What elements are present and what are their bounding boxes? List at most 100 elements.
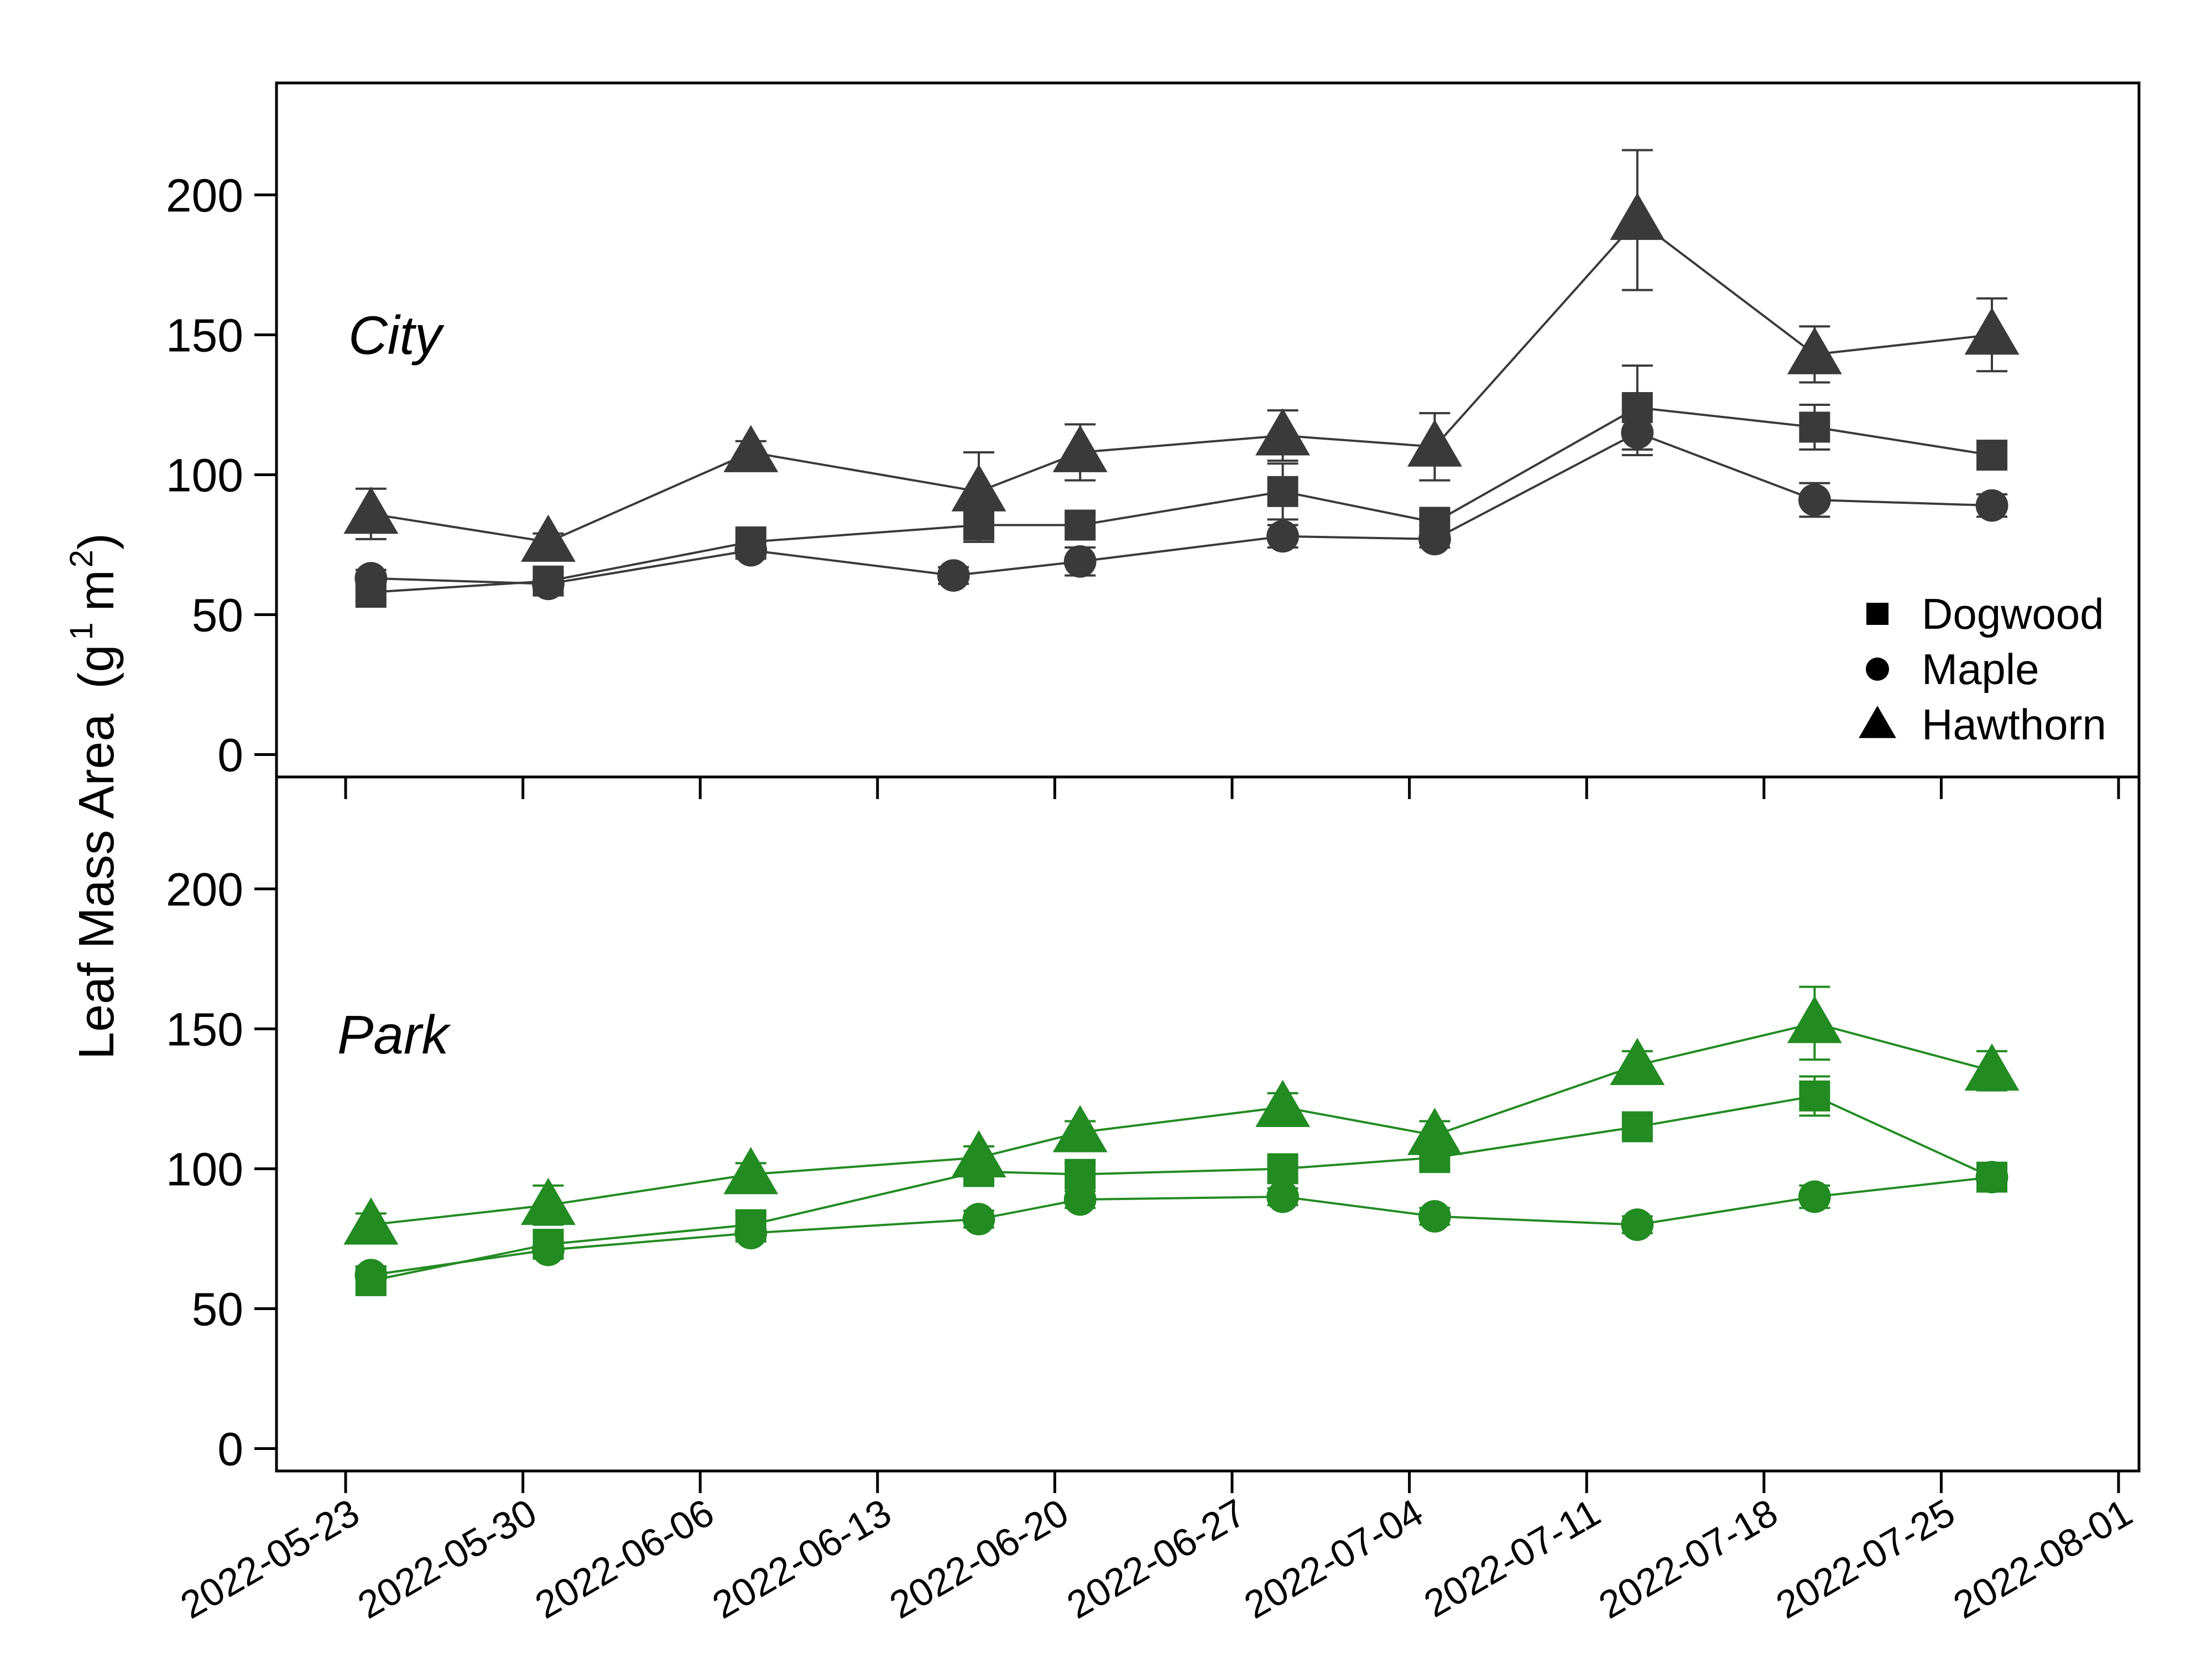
legend-item-hawthorn: Hawthorn bbox=[1859, 700, 2106, 749]
legend-marker bbox=[1866, 603, 1888, 625]
data-point bbox=[1799, 1080, 1830, 1112]
data-point bbox=[1063, 1183, 1097, 1216]
y-tick-label: 200 bbox=[166, 169, 243, 221]
data-point bbox=[1267, 476, 1298, 507]
x-tick-label: 2022-05-23 bbox=[173, 1490, 366, 1627]
data-point bbox=[1975, 1161, 2008, 1194]
y-axis-label-exp1: 1 bbox=[64, 622, 100, 640]
data-point bbox=[343, 486, 399, 534]
data-point bbox=[951, 464, 1006, 512]
data-point bbox=[734, 1217, 768, 1250]
data-point bbox=[1052, 1105, 1108, 1152]
x-tick-label: 2022-06-20 bbox=[883, 1490, 1076, 1627]
panel-city: City bbox=[343, 149, 2020, 608]
y-tick-label: 0 bbox=[217, 1423, 243, 1475]
data-point bbox=[1418, 1200, 1451, 1233]
series-dogwood bbox=[355, 364, 2007, 608]
series-hawthorn bbox=[343, 149, 2020, 562]
y-tick-label: 100 bbox=[166, 449, 243, 501]
data-point bbox=[520, 1177, 576, 1225]
data-point bbox=[1976, 440, 2007, 471]
x-tick-label: 2022-07-18 bbox=[1592, 1490, 1785, 1627]
data-point bbox=[1975, 489, 2008, 522]
data-point bbox=[723, 1147, 779, 1194]
x-tick-label: 2022-07-11 bbox=[1417, 1490, 1608, 1625]
data-point bbox=[1964, 307, 2020, 355]
x-tick-label: 2022-06-27 bbox=[1060, 1490, 1253, 1627]
y-tick-label: 100 bbox=[166, 1143, 243, 1195]
data-point bbox=[1267, 1153, 1298, 1185]
y-axis-label-unit-m: m bbox=[69, 570, 124, 611]
x-tick-label: 2022-08-01 bbox=[1946, 1490, 2139, 1627]
data-point bbox=[723, 425, 779, 472]
data-point bbox=[354, 1259, 388, 1292]
x-tick-label: 2022-07-25 bbox=[1769, 1490, 1962, 1627]
data-point bbox=[343, 1197, 399, 1245]
legend-label: Hawthorn bbox=[1922, 700, 2106, 749]
data-point bbox=[532, 567, 565, 601]
y-tick-label: 50 bbox=[192, 1283, 243, 1335]
data-point bbox=[1610, 192, 1665, 240]
data-point bbox=[354, 562, 388, 595]
panel-label: City bbox=[348, 305, 445, 366]
data-point bbox=[1063, 545, 1097, 578]
legend-item-maple: Maple bbox=[1866, 645, 2039, 693]
series-line bbox=[371, 431, 1992, 585]
legend: Dogwood Maple Hawthorn bbox=[1859, 589, 2106, 749]
data-point bbox=[1418, 523, 1451, 556]
data-point bbox=[520, 514, 576, 562]
data-point bbox=[937, 559, 970, 592]
data-point bbox=[1621, 416, 1654, 449]
y-axes: 0 50 100 150 200 0 50 100 150 200 bbox=[166, 169, 276, 1475]
data-point bbox=[951, 1130, 1006, 1178]
legend-item-dogwood: Dogwood bbox=[1866, 589, 2104, 638]
panel-label: Park bbox=[337, 1004, 452, 1065]
data-point bbox=[1798, 483, 1831, 517]
series-line bbox=[371, 218, 1992, 543]
y-axis-label-exp2: 2 bbox=[64, 550, 100, 567]
y-axis-label-unit-g: g bbox=[69, 645, 124, 672]
data-point bbox=[1621, 1111, 1653, 1142]
series-hawthorn bbox=[343, 985, 2020, 1245]
y-axis-label-main: Leaf Mass Area bbox=[69, 713, 124, 1060]
plot-frame bbox=[275, 81, 2141, 1473]
data-point bbox=[1621, 1208, 1654, 1241]
data-point bbox=[962, 1203, 995, 1235]
data-point bbox=[1798, 1180, 1831, 1213]
data-point bbox=[1065, 509, 1096, 541]
data-point bbox=[1052, 425, 1108, 472]
x-tick-label: 2022-05-30 bbox=[351, 1490, 544, 1627]
data-point bbox=[1964, 1043, 2020, 1091]
data-point bbox=[1266, 1180, 1300, 1213]
series-line bbox=[371, 1094, 1992, 1282]
y-tick-label: 150 bbox=[166, 1003, 243, 1055]
data-point bbox=[1799, 411, 1830, 443]
legend-marker bbox=[1866, 658, 1889, 681]
x-tick-label: 2022-06-06 bbox=[528, 1490, 721, 1627]
x-tick-label: 2022-07-04 bbox=[1237, 1490, 1430, 1627]
y-tick-label: 50 bbox=[192, 589, 243, 641]
data-point bbox=[1407, 1108, 1462, 1155]
series-maple bbox=[354, 409, 2008, 601]
data-point bbox=[1610, 1037, 1665, 1086]
data-point bbox=[1407, 419, 1462, 467]
data-point bbox=[1255, 408, 1311, 456]
data-point bbox=[734, 534, 768, 567]
y-axis-label: Leaf Mass Area(g1m2) bbox=[64, 533, 124, 1060]
panel-park: Park bbox=[337, 985, 2020, 1296]
data-point bbox=[1787, 327, 1842, 374]
series-line bbox=[371, 1176, 1992, 1276]
data-point bbox=[1787, 995, 1842, 1044]
legend-label: Maple bbox=[1922, 645, 2039, 693]
x-axis: 2022-05-232022-05-302022-06-062022-06-13… bbox=[173, 777, 2140, 1627]
data-point bbox=[1255, 1079, 1311, 1128]
y-tick-label: 0 bbox=[217, 729, 243, 781]
series-line bbox=[371, 1022, 1992, 1226]
y-tick-label: 200 bbox=[166, 863, 243, 915]
data-point bbox=[1266, 520, 1300, 553]
legend-label: Dogwood bbox=[1922, 589, 2104, 638]
series-line bbox=[371, 406, 1992, 594]
y-tick-label: 150 bbox=[166, 309, 243, 361]
series-maple bbox=[354, 1161, 2008, 1292]
